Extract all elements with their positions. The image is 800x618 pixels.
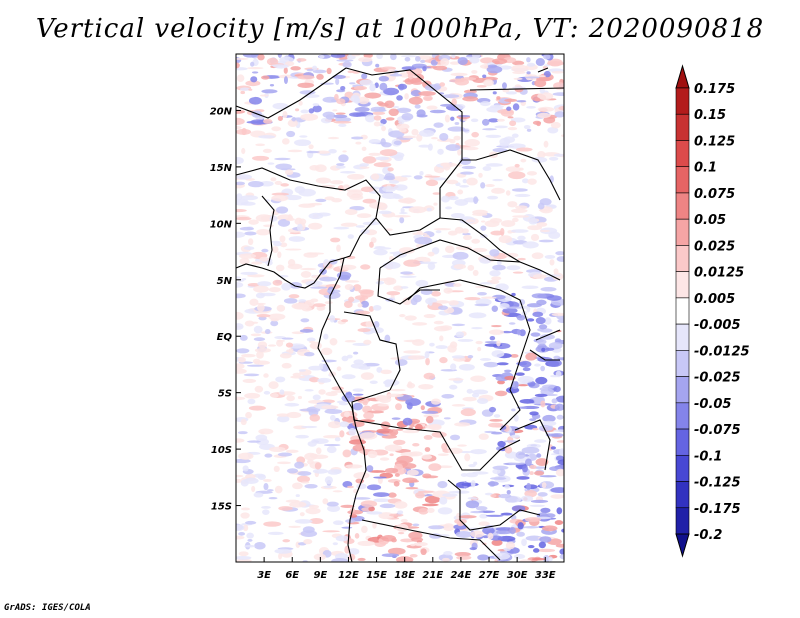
colorbar-bin [675, 271, 690, 299]
country-borders [235, 67, 565, 563]
lat-tick-label: 5N [217, 276, 233, 287]
lat-tick-label: 15S [211, 502, 232, 513]
colorbar-label: 0.1 [694, 161, 717, 176]
colorbar-bin [675, 428, 690, 456]
colorbar-label: -0.05 [694, 397, 731, 412]
axis-ticks: 3E 6E 9E 12E 15E 18E 21E 24E 27E 30E 33E 20N 15N 10N 5… [210, 106, 556, 581]
colorbar-bin [675, 113, 690, 141]
lat-tick-label: 10N [210, 219, 233, 230]
lat-tick-label: 10S [211, 445, 232, 456]
colorbar-label: -0.175 [694, 502, 741, 517]
colorbar-bin [675, 350, 690, 377]
lat-tick-label: 15N [210, 163, 233, 174]
colorbar-label: 0.0125 [694, 266, 744, 281]
colorbar-bin [675, 87, 690, 115]
colorbar-bin [675, 402, 690, 430]
colorbar-bin [675, 297, 690, 325]
colorbar-bin [675, 245, 690, 272]
colorbar-bottom-arrow [675, 533, 690, 558]
colorbar-top-arrow [675, 64, 690, 89]
colorbar-bin [675, 481, 690, 509]
lon-tick-label: 33E [535, 570, 556, 581]
map-frame [235, 53, 565, 563]
colorbar-label: 0.175 [694, 82, 735, 97]
colorbar-label: 0.005 [694, 292, 735, 307]
lat-tick-label: EQ [217, 332, 233, 343]
colorbar-bin [675, 140, 690, 168]
colorbar: 0.175 0.15 0.125 0.1 0.075 0.05 0.025 0.0125 0.0… [675, 64, 750, 558]
lon-tick-label: 24E [451, 570, 472, 581]
colorbar-label: 0.075 [694, 187, 735, 202]
colorbar-label: -0.075 [694, 423, 741, 438]
lon-tick-label: 27E [479, 570, 500, 581]
colorbar-bin [675, 218, 690, 246]
lat-tick-label: 5S [218, 389, 232, 400]
colorbar-bin [675, 192, 690, 220]
colorbar-bin [675, 507, 690, 535]
colorbar-label: 0.025 [694, 239, 735, 254]
colorbar-label: 0.125 [694, 134, 735, 149]
grads-footer: GrADS: IGES/COLA [4, 603, 91, 613]
velocity-field [236, 54, 564, 562]
lon-tick-label: 21E [422, 570, 443, 581]
colorbar-label: -0.005 [694, 318, 741, 333]
lon-tick-label: 12E [338, 570, 359, 581]
colorbar-bin [675, 166, 690, 194]
lon-tick-label: 30E [507, 570, 528, 581]
colorbar-label: -0.025 [694, 371, 741, 386]
lon-tick-label: 15E [366, 570, 387, 581]
colorbar-bin [675, 376, 690, 404]
colorbar-label: 0.15 [694, 108, 726, 123]
colorbar-label: -0.2 [694, 528, 722, 543]
colorbar-label: -0.125 [694, 476, 741, 491]
colorbar-label: -0.1 [694, 449, 722, 464]
lon-tick-label: 18E [394, 570, 415, 581]
lon-tick-label: 3E [257, 570, 271, 581]
lat-tick-label: 20N [210, 106, 233, 117]
lon-tick-label: 6E [285, 570, 299, 581]
map-title: Vertical velocity [m/s] at 1000hPa, VT: … [35, 14, 765, 44]
colorbar-bin [675, 454, 690, 482]
colorbar-label: 0.05 [694, 213, 726, 228]
lon-tick-label: 9E [313, 570, 327, 581]
colorbar-bin [675, 323, 690, 351]
colorbar-label: -0.0125 [694, 344, 750, 359]
